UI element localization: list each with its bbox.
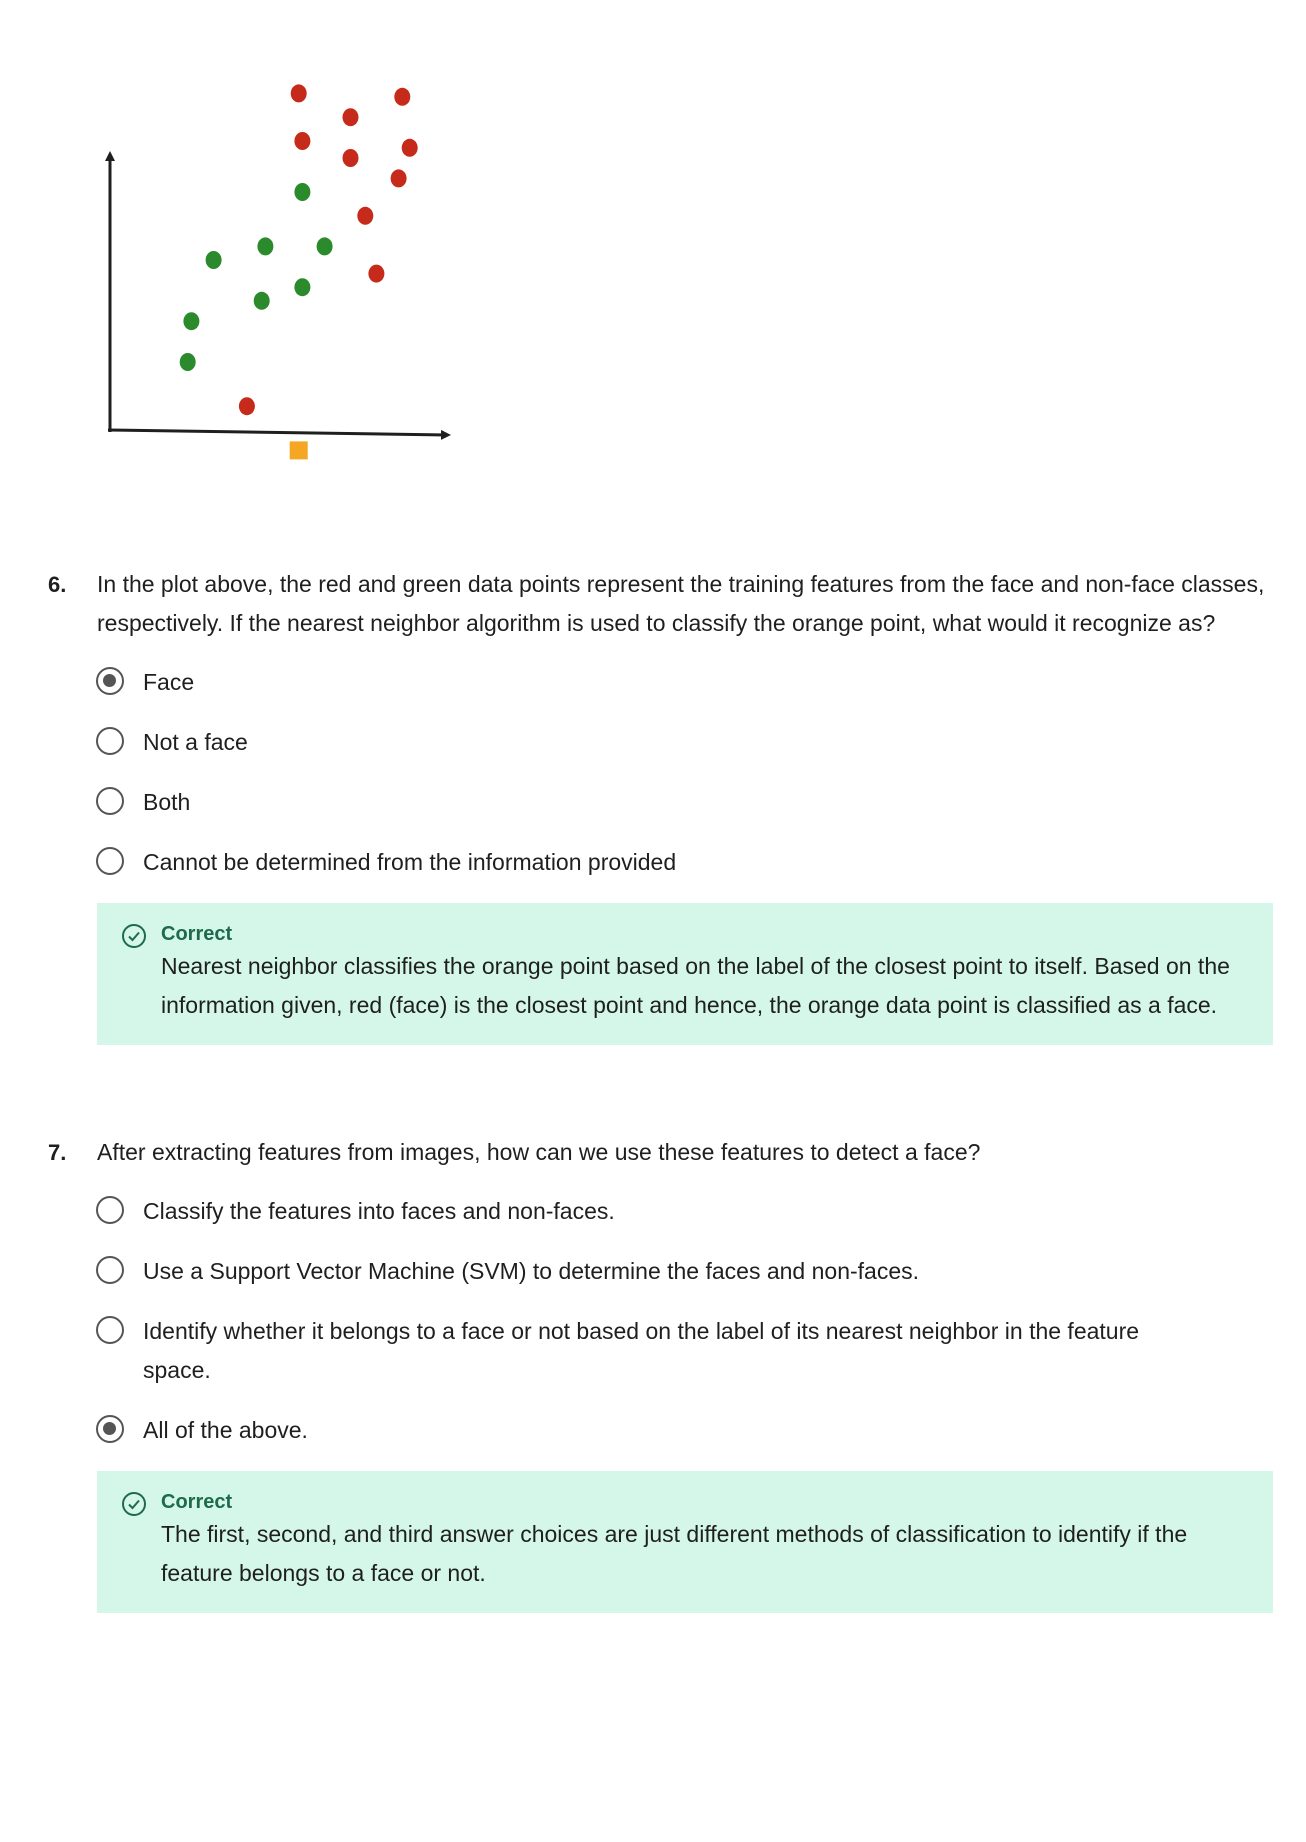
answer-options: Classify the features into faces and non… <box>96 1192 1278 1450</box>
green-point <box>294 183 311 201</box>
x-axis <box>107 428 451 440</box>
feedback-body: Correct The first, second, and third ans… <box>161 1489 1253 1593</box>
feedback-correct: Correct Nearest neighbor classifies the … <box>97 903 1273 1045</box>
radio-button[interactable] <box>96 847 124 875</box>
option-not-a-face[interactable]: Not a face <box>96 723 1278 762</box>
feedback-text: Nearest neighbor classifies the orange p… <box>161 953 1230 1018</box>
red-point <box>238 397 255 416</box>
question-text: After extracting features from images, h… <box>97 1139 981 1165</box>
red-point <box>342 149 359 167</box>
red-point <box>342 108 359 127</box>
radio-button[interactable] <box>96 787 124 815</box>
option-label: Not a face <box>143 729 248 755</box>
option-label: Face <box>143 669 195 695</box>
radio-button[interactable] <box>96 667 124 695</box>
green-point <box>257 237 274 256</box>
green-point <box>316 237 333 256</box>
green-point <box>205 251 222 269</box>
option-label: Identify whether it belongs to a face or… <box>143 1318 1140 1383</box>
question-number: 6. <box>48 572 67 597</box>
red-point <box>357 206 374 225</box>
check-circle-icon <box>122 1492 146 1516</box>
option-all-of-the-above[interactable]: All of the above. <box>96 1411 1278 1450</box>
red-point <box>290 84 307 103</box>
question-text: In the plot above, the red and green dat… <box>97 571 1265 636</box>
question-7: 7. After extracting features from images… <box>48 1133 1278 1613</box>
radio-button[interactable] <box>96 1415 124 1443</box>
option-label: Cannot be determined from the informatio… <box>143 849 677 875</box>
scatter-plot <box>105 84 451 460</box>
answer-options: Face Not a face Both Cannot be determine… <box>96 663 1278 882</box>
red-point <box>394 87 411 106</box>
green-point <box>253 291 270 310</box>
red-point <box>401 138 418 157</box>
option-nearest-neighbor[interactable]: Identify whether it belongs to a face or… <box>96 1312 1278 1390</box>
radio-button[interactable] <box>96 1196 124 1224</box>
question-6: 6. In the plot above, the red and green … <box>48 565 1278 1045</box>
red-point <box>390 169 407 188</box>
option-classify-features[interactable]: Classify the features into faces and non… <box>96 1192 1278 1231</box>
green-point <box>179 353 196 371</box>
question-number: 7. <box>48 1140 67 1165</box>
option-label: Both <box>143 789 191 815</box>
option-label: Classify the features into faces and non… <box>143 1198 615 1224</box>
radio-button[interactable] <box>96 1256 124 1284</box>
feedback-title: Correct <box>161 923 233 945</box>
option-cannot-be-determined[interactable]: Cannot be determined from the informatio… <box>96 843 1278 882</box>
red-point <box>294 132 311 150</box>
feedback-text: The first, second, and third answer choi… <box>161 1521 1188 1586</box>
radio-button[interactable] <box>96 1316 124 1344</box>
green-point <box>294 278 311 297</box>
orange-query-point <box>289 441 308 460</box>
option-label: Use a Support Vector Machine (SVM) to de… <box>143 1258 920 1284</box>
option-both[interactable]: Both <box>96 783 1278 822</box>
option-use-svm[interactable]: Use a Support Vector Machine (SVM) to de… <box>96 1252 1278 1291</box>
option-label: All of the above. <box>143 1417 308 1443</box>
feedback-correct: Correct The first, second, and third ans… <box>97 1471 1273 1613</box>
option-face[interactable]: Face <box>96 663 1278 702</box>
feedback-title: Correct <box>161 1491 233 1513</box>
red-point <box>368 264 385 283</box>
check-circle-icon <box>122 924 146 948</box>
green-point <box>183 312 200 331</box>
radio-button[interactable] <box>96 727 124 755</box>
feedback-body: Correct Nearest neighbor classifies the … <box>161 921 1253 1025</box>
